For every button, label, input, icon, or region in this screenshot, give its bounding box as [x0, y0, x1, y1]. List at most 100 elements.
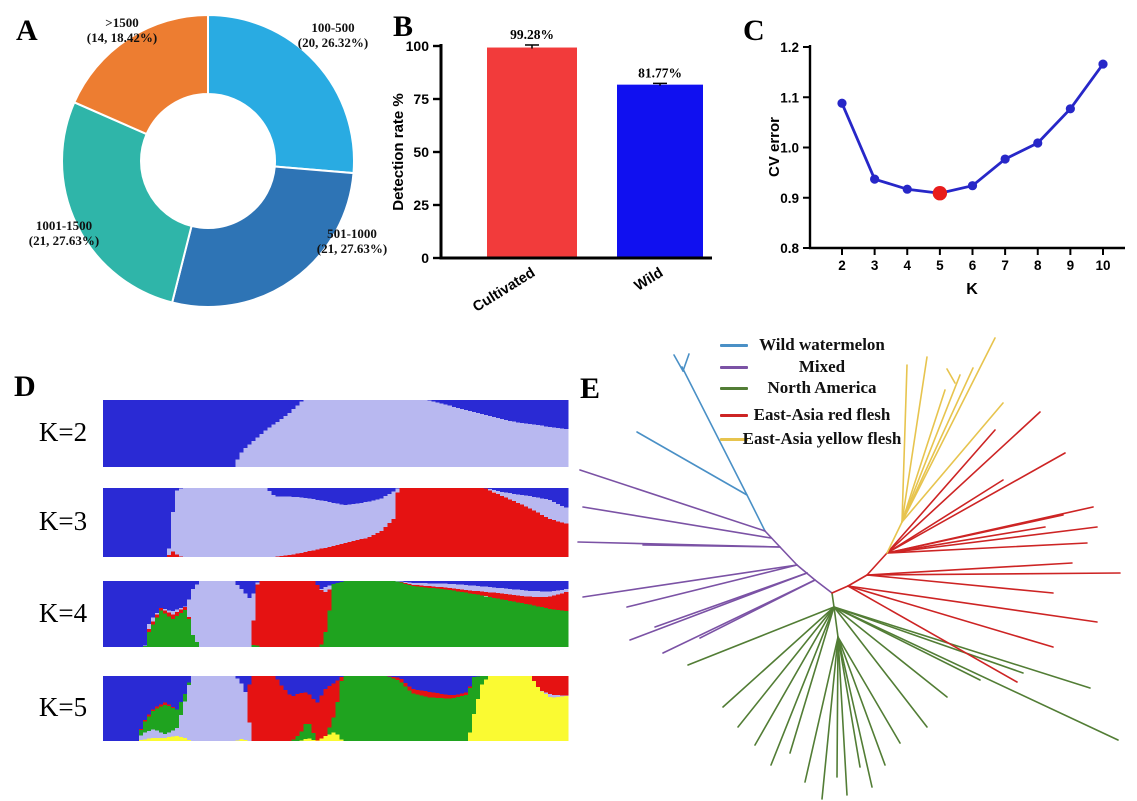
phylo-tree-svg: [577, 337, 1121, 800]
tree-group-east-asia-yellow-flesh: [886, 337, 1004, 554]
pie-label-count: (20, 26.32%): [297, 35, 369, 50]
tree-group-mixed: [577, 469, 833, 654]
tree-branch: [789, 606, 835, 754]
tree-branch: [837, 636, 901, 744]
legend-label: Wild watermelon: [759, 335, 885, 354]
pie-label-range: 1001-1500: [35, 218, 93, 233]
tree-branch: [699, 579, 816, 639]
pie-slice--1500: [72, 13, 209, 136]
cv-point-k10: [1098, 59, 1108, 69]
tree-branch: [833, 606, 1091, 689]
x-tick-label: 10: [1095, 258, 1110, 273]
structure-plot: [0, 360, 580, 766]
structure-row-label-k5: K=5: [38, 692, 88, 722]
cv-point-k3: [870, 174, 880, 184]
structure-row-K2: [103, 400, 569, 467]
tree-branch: [837, 636, 886, 766]
tree-branch: [901, 367, 974, 523]
legend-label: East-Asia yellow flesh: [742, 429, 902, 448]
pie-label-count: (21, 27.63%): [28, 233, 100, 248]
panel-c-letter: C: [743, 14, 765, 47]
tree-branch: [866, 574, 1054, 594]
y-tick-label: 1.0: [780, 141, 799, 156]
tree-branch: [636, 431, 748, 496]
tree-branch: [579, 469, 766, 532]
y-tick-label: 0.9: [780, 191, 799, 206]
y-tick-label: 50: [413, 144, 429, 160]
donut-chart-svg: [61, 13, 355, 308]
tree-branch: [629, 572, 808, 641]
tree-branch: [833, 606, 1119, 741]
tree-branch: [866, 562, 1073, 576]
panel-a-donut: A >1500 (14, 18.42%) 100-500 (20, 26.32%…: [0, 0, 400, 330]
legend-swatch-yellow-flesh: [720, 438, 748, 441]
legend-item-yellow-flesh: East-Asia yellow flesh: [575, 429, 901, 451]
panel-b-barchart: B 0 25 50 75 100 99.28% Cultivated 81.77% Wild De…: [390, 0, 720, 330]
pie-label-range: 501-1000: [327, 226, 377, 241]
tree-branch: [722, 606, 835, 708]
x-tick-label: 3: [871, 258, 879, 273]
phylo-tree: [575, 335, 1137, 801]
tree-branch: [642, 544, 781, 548]
tree-branch: [682, 353, 690, 372]
x-tick-label: 6: [969, 258, 977, 273]
cv-line-svg: 1.2 1.1 1.0 0.9 0.8 2 3 4 5 6 7 8 9 10 CV error K: [766, 40, 1125, 298]
y-tick-label: 1.1: [780, 90, 799, 105]
bar-cultivated: [487, 47, 577, 257]
legend-swatch-mixed: [720, 366, 748, 369]
cv-error-line: [840, 63, 1105, 195]
cv-point-k2: [837, 98, 847, 108]
tree-branch: [886, 514, 1064, 554]
tree-branch: [804, 636, 839, 783]
panel-d-structure: D K=2 K=3 K=4 K=5: [0, 360, 580, 761]
tree-branch: [836, 636, 839, 778]
y-axis-title: CV error: [766, 117, 783, 177]
panel-c-linechart: C 1.2 1.1 1.0 0.9 0.8 2 3 4 5 6 7 8 9 10 CV error K: [735, 0, 1137, 330]
bar-wild: [617, 84, 703, 257]
tree-branch: [754, 606, 835, 746]
tree-branch: [821, 636, 839, 800]
bar-value-label: 99.28%: [510, 27, 554, 42]
legend-label: North America: [767, 378, 877, 397]
x-tick-label: 8: [1034, 258, 1042, 273]
panel-e-letter: E: [580, 372, 601, 405]
tree-branch: [833, 606, 928, 728]
legend-item-wild: Wild watermelon: [575, 335, 895, 357]
tree-branch: [626, 564, 798, 608]
tree-branch: [886, 542, 1088, 554]
tree-branch: [847, 585, 1098, 623]
y-tick-label: 0: [421, 250, 429, 266]
y-tick-label: 75: [413, 91, 429, 107]
y-tick-label: 100: [406, 38, 430, 54]
x-tick-label: 2: [838, 258, 846, 273]
legend-item-red-flesh: East-Asia red flesh: [575, 405, 895, 427]
y-tick-label: 25: [413, 197, 429, 213]
tree-branch: [886, 411, 1041, 554]
tree-branch: [833, 606, 948, 698]
tree-group-north-america: [687, 592, 1119, 800]
structure-row-label-k4: K=4: [38, 598, 88, 628]
structure-row-label-k2: K=2: [38, 417, 88, 447]
structure-row-K4: [103, 581, 569, 647]
structure-row-K5: [103, 676, 569, 741]
tree-group-east-asia-red-flesh: [831, 411, 1121, 683]
tree-branch: [901, 402, 1004, 523]
tree-branch: [886, 521, 903, 554]
bar-chart-svg: 0 25 50 75 100 99.28% Cultivated 81.77% Wild Dete…: [390, 27, 712, 316]
panel-e-tree: E Wild watermelon Mixed North America Ea…: [575, 335, 1137, 801]
bar-value-label: 81.77%: [638, 65, 682, 80]
cv-min-point-k5: [932, 186, 948, 201]
panel-a-letter: A: [16, 14, 38, 47]
cv-point-k8: [1033, 138, 1043, 148]
x-axis-title: K: [966, 281, 978, 298]
tree-branch: [886, 429, 996, 554]
tree-branch: [582, 506, 772, 539]
cv-error-chart: 1.2 1.1 1.0 0.9 0.8 2 3 4 5 6 7 8 9 10 CV error K: [735, 0, 1137, 335]
tree-branch: [901, 374, 961, 523]
tree-branch: [886, 526, 1098, 554]
tree-branch: [946, 368, 956, 384]
legend-item-mixed: Mixed: [575, 357, 895, 379]
x-category-label: Cultivated: [470, 265, 538, 316]
tree-branch: [737, 606, 835, 728]
